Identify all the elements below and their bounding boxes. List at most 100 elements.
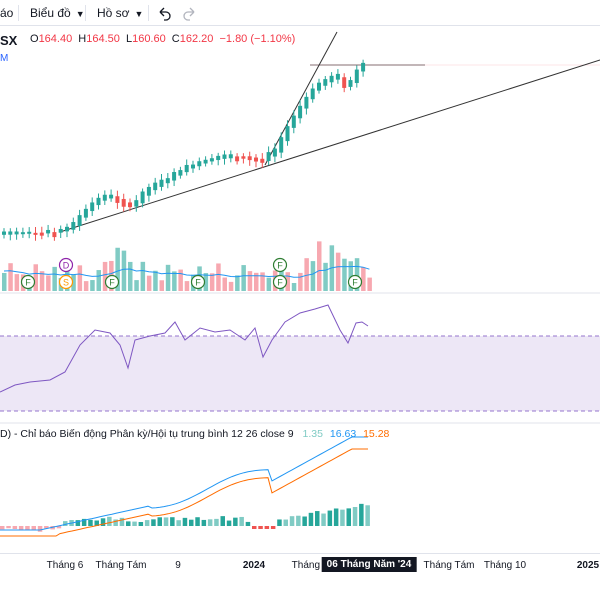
candle: [102, 194, 107, 201]
candle: [209, 158, 214, 162]
candle: [285, 126, 290, 142]
macd-hist-bar: [359, 503, 364, 526]
volume-ma-line: [3, 265, 370, 278]
symbol-sub-label: M: [0, 53, 9, 64]
toolbar-divider: [18, 5, 19, 21]
macd-histogram: [0, 503, 370, 532]
candle: [342, 77, 347, 88]
candle: [172, 172, 177, 181]
candle: [310, 88, 315, 100]
volume-bar: [2, 272, 7, 291]
redo-button[interactable]: [180, 3, 200, 23]
macd-hist-bar: [138, 521, 144, 526]
macd-hist-bar: [214, 518, 219, 526]
macd-hist-bar: [107, 516, 112, 526]
crosshair-date-label: 06 Tháng Năm '24: [321, 557, 417, 572]
macd-hist-bar: [207, 519, 213, 526]
macd-hist-bar: [289, 516, 295, 526]
candle: [279, 137, 284, 153]
candle: [298, 105, 303, 119]
event-marker: [20, 274, 36, 290]
time-tick: Tháng Tám: [423, 560, 475, 571]
macd-hist-bar: [37, 526, 43, 532]
macd-hist-bar: [233, 517, 238, 526]
volume-bar: [209, 273, 215, 291]
chart-canvas[interactable]: DSF F FFF F: [0, 0, 600, 553]
toolbar-divider: [85, 5, 86, 21]
candle: [20, 232, 25, 235]
volume-bar: [323, 262, 328, 291]
volume-bar: [83, 281, 89, 291]
rsi-line: [0, 304, 369, 393]
candle: [140, 191, 145, 204]
volume-bar: [8, 263, 13, 291]
macd-hist-bar: [283, 519, 288, 526]
symbol-name[interactable]: SX: [0, 33, 18, 48]
trend-line-long[interactable]: [59, 59, 600, 233]
candle: [323, 79, 328, 86]
chart-type-menu[interactable]: Biểu đồ ▼: [30, 0, 85, 26]
undo-icon: [159, 7, 171, 21]
macd-hist-bar: [63, 521, 68, 526]
candle: [348, 80, 353, 87]
volume-bar: [348, 261, 353, 291]
candle: [134, 200, 139, 207]
undo-button[interactable]: [154, 3, 174, 23]
volume-bar: [216, 263, 221, 291]
macd-hist-bar: [352, 506, 358, 526]
macd-hist-bar: [327, 510, 333, 526]
event-marker-label: F: [195, 278, 201, 288]
toolbar-divider: [148, 5, 149, 21]
low-value: 160.60: [132, 33, 166, 45]
volume-bar: [304, 258, 309, 291]
volume-bar: [159, 280, 164, 291]
volume-bar: [46, 275, 51, 291]
macd-hist-bar: [264, 526, 270, 529]
candle: [222, 154, 227, 159]
volume-group: [2, 241, 372, 291]
candle: [335, 73, 340, 80]
close-label: C: [171, 33, 180, 45]
volume-bar: [342, 258, 347, 291]
candle: [71, 222, 76, 230]
macd-legend: D) - Chỉ báo Biến động Phân kỳ/Hội tụ tr…: [0, 428, 389, 440]
volume-bar: [33, 264, 38, 291]
volume-bar: [165, 264, 171, 291]
candle: [33, 232, 38, 235]
candle: [58, 228, 63, 233]
candle: [146, 186, 151, 196]
volume-bar: [172, 271, 177, 291]
macd-hist-bar: [226, 520, 232, 526]
volume-bar: [266, 277, 272, 291]
chevron-down-icon: ▼: [75, 9, 85, 19]
macd-hist-bar: [56, 526, 62, 529]
toolbar-partial-item[interactable]: áo: [0, 6, 14, 20]
volume-bar: [178, 269, 183, 291]
macd-hist-bar: [44, 526, 49, 529]
event-marker-label: F: [25, 278, 31, 288]
trend-line-steep[interactable]: [264, 31, 338, 166]
change-value: −1.80 (−1.10%): [219, 33, 296, 45]
volume-bar: [241, 265, 246, 291]
open-label: O: [30, 33, 39, 45]
candle: [178, 170, 183, 176]
candle: [254, 157, 258, 162]
volume-bar: [228, 281, 234, 291]
macd-hist-bar: [126, 521, 131, 526]
volume-bar: [140, 261, 146, 291]
profile-menu[interactable]: Hồ sơ ▼: [97, 0, 143, 26]
macd-hist-bar: [176, 520, 181, 526]
rsi-band: [0, 336, 600, 411]
volume-bar: [115, 247, 120, 291]
candle: [291, 115, 296, 128]
time-axis[interactable]: Tháng 6 Tháng Tám 9 2024 Tháng 3 06 Thán…: [0, 553, 600, 576]
candle: [216, 155, 221, 161]
macd-hist-bar: [245, 521, 251, 526]
candles-group: [2, 59, 366, 241]
event-marker: [190, 274, 206, 290]
candle: [90, 202, 95, 212]
volume-bar: [184, 281, 190, 291]
macd-hist-bar: [6, 526, 11, 529]
open-value: 164.40: [38, 33, 73, 45]
signal-line: [0, 448, 368, 537]
